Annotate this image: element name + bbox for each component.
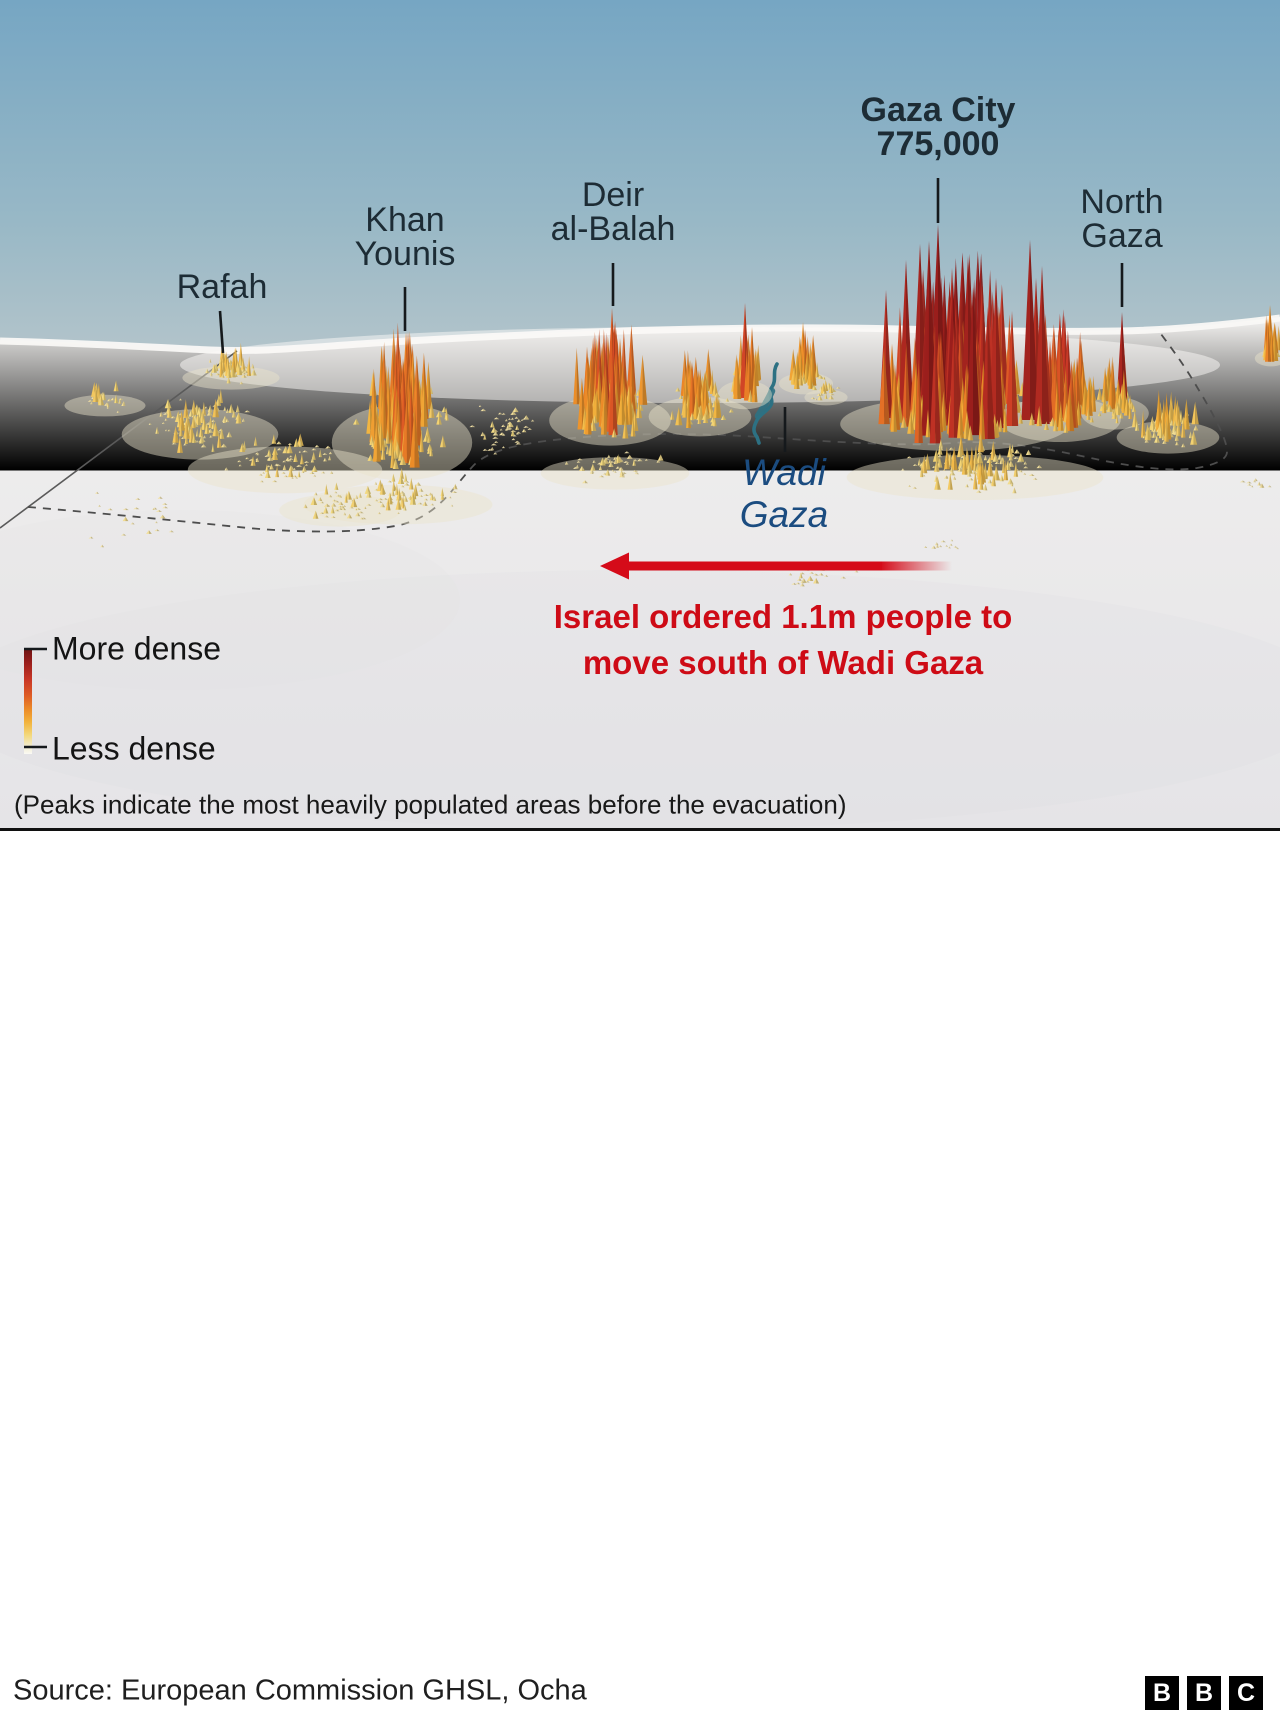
- deir-line2: al-Balah: [551, 212, 676, 246]
- label-khan-younis: Khan Younis: [355, 203, 456, 271]
- footer: Source: European Commission GHSL, Ocha B…: [0, 831, 1280, 890]
- label-north-gaza: North Gaza: [1080, 185, 1163, 253]
- label-rafah: Rafah: [177, 270, 268, 304]
- label-wadi-gaza: Wadi Gaza: [740, 452, 828, 536]
- bbc-logo-block-b1: B: [1145, 1676, 1179, 1710]
- source-text: Source: European Commission GHSL, Ocha: [13, 1675, 587, 1708]
- chart-note: (Peaks indicate the most heavily populat…: [14, 790, 847, 821]
- evacuation-annotation-line1: Israel ordered 1.1m people to: [554, 598, 1013, 636]
- legend-less-dense-label: Less dense: [52, 731, 216, 768]
- north-gaza-line2: Gaza: [1080, 219, 1163, 253]
- khan-younis-line2: Younis: [355, 237, 456, 271]
- gaza-city-population: 775,000: [861, 127, 1016, 161]
- density-map-scene: [0, 0, 1280, 828]
- bbc-logo-block-c: C: [1229, 1676, 1263, 1710]
- wadi-line2: Gaza: [740, 494, 828, 536]
- gaza-city-name: Gaza City: [861, 93, 1016, 127]
- rafah-text: Rafah: [177, 268, 268, 306]
- north-gaza-line1: North: [1080, 185, 1163, 219]
- deir-line1: Deir: [551, 178, 676, 212]
- legend-more-dense-label: More dense: [52, 631, 221, 668]
- khan-younis-line1: Khan: [355, 203, 456, 237]
- legend-gradient-bar: [24, 648, 32, 754]
- label-gaza-city: Gaza City 775,000: [861, 93, 1016, 161]
- label-deir-al-balah: Deir al-Balah: [551, 178, 676, 246]
- bbc-logo-block-b2: B: [1187, 1676, 1221, 1710]
- infographic-page: { "map_labels": { "rafah": ["Rafah"], "k…: [0, 0, 1280, 890]
- evacuation-annotation-line2: move south of Wadi Gaza: [583, 644, 983, 682]
- bbc-logo: B B C: [1145, 1676, 1263, 1710]
- wadi-line1: Wadi: [740, 452, 828, 494]
